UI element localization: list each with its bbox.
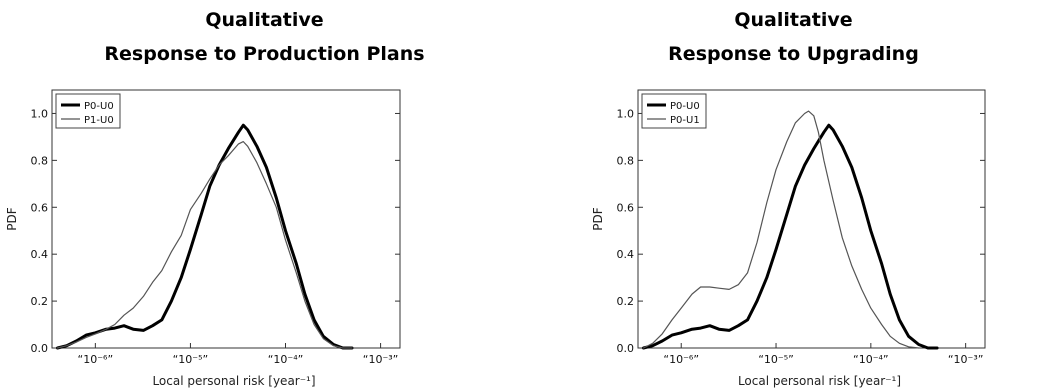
chart-plot: 0.0 0.2 0.4 0.6 0.8 1.0 “10⁻⁶” “10⁻⁵” “10⁻⁴” “10⁻… bbox=[5, 89, 401, 388]
legend-box bbox=[641, 93, 707, 129]
legend-label: P0-U1 bbox=[670, 115, 700, 126]
chart-panel-production-plans: Qualitative Response to Production Plans… bbox=[5, 9, 425, 388]
legend-label: P0-U0 bbox=[670, 101, 700, 112]
x-tick-label: “10⁻⁶” bbox=[663, 353, 699, 366]
y-tick-label: 0.0 bbox=[31, 342, 49, 355]
y-tick-label: 0.6 bbox=[617, 201, 635, 214]
plot-frame bbox=[637, 89, 986, 349]
x-axis-label: Local personal risk [year⁻¹] bbox=[152, 374, 315, 388]
y-tick-label: 0.2 bbox=[617, 295, 635, 308]
x-tick-label: “10⁻³” bbox=[363, 353, 399, 366]
x-axis-label: Local personal risk [year⁻¹] bbox=[738, 374, 901, 388]
plot-frame bbox=[51, 89, 401, 349]
y-tick-label: 1.0 bbox=[31, 107, 49, 120]
legend-label: P1-U0 bbox=[84, 115, 114, 126]
chart-title-line-1: Qualitative bbox=[205, 9, 324, 31]
x-tick-label: “10⁻³” bbox=[948, 353, 984, 366]
y-tick-label: 0.4 bbox=[617, 248, 635, 261]
chart-title-line-2: Response to Production Plans bbox=[104, 43, 425, 65]
y-axis-label: PDF bbox=[5, 207, 19, 230]
y-tick-label: 0.2 bbox=[31, 295, 49, 308]
series-line-p0-u0 bbox=[642, 123, 939, 350]
x-tick-label: “10⁻⁵” bbox=[758, 353, 794, 366]
y-axis-label: PDF bbox=[591, 207, 605, 230]
x-tick-label: “10⁻⁵” bbox=[173, 353, 209, 366]
chart-panel-upgrading: Qualitative Response to Upgrading 0.0 0.2… bbox=[529, 0, 1058, 391]
x-tick-label: “10⁻⁴” bbox=[853, 353, 889, 366]
legend-label: P0-U0 bbox=[84, 101, 114, 112]
y-tick-label: 0.0 bbox=[617, 342, 635, 355]
y-tick-label: 0.6 bbox=[31, 201, 49, 214]
chart-title-line-2: Response to Upgrading bbox=[668, 43, 919, 65]
y-tick-label: 0.8 bbox=[31, 154, 49, 167]
y-tick-label: 0.8 bbox=[617, 154, 635, 167]
series-line-p0-u0 bbox=[56, 123, 354, 350]
legend-box bbox=[55, 93, 121, 129]
series-line-p0-u1 bbox=[642, 110, 920, 349]
y-tick-label: 0.4 bbox=[31, 248, 49, 261]
x-tick-label: “10⁻⁶” bbox=[78, 353, 114, 366]
x-tick-label: “10⁻⁴” bbox=[268, 353, 304, 366]
y-tick-label: 1.0 bbox=[617, 107, 635, 120]
series-line-p1-u0 bbox=[56, 141, 353, 349]
chart-title-line-1: Qualitative bbox=[734, 9, 853, 31]
chart-plot: 0.0 0.2 0.4 0.6 0.8 1.0 “10⁻⁶” “10⁻⁵” “10⁻⁴” “10⁻… bbox=[591, 89, 986, 388]
